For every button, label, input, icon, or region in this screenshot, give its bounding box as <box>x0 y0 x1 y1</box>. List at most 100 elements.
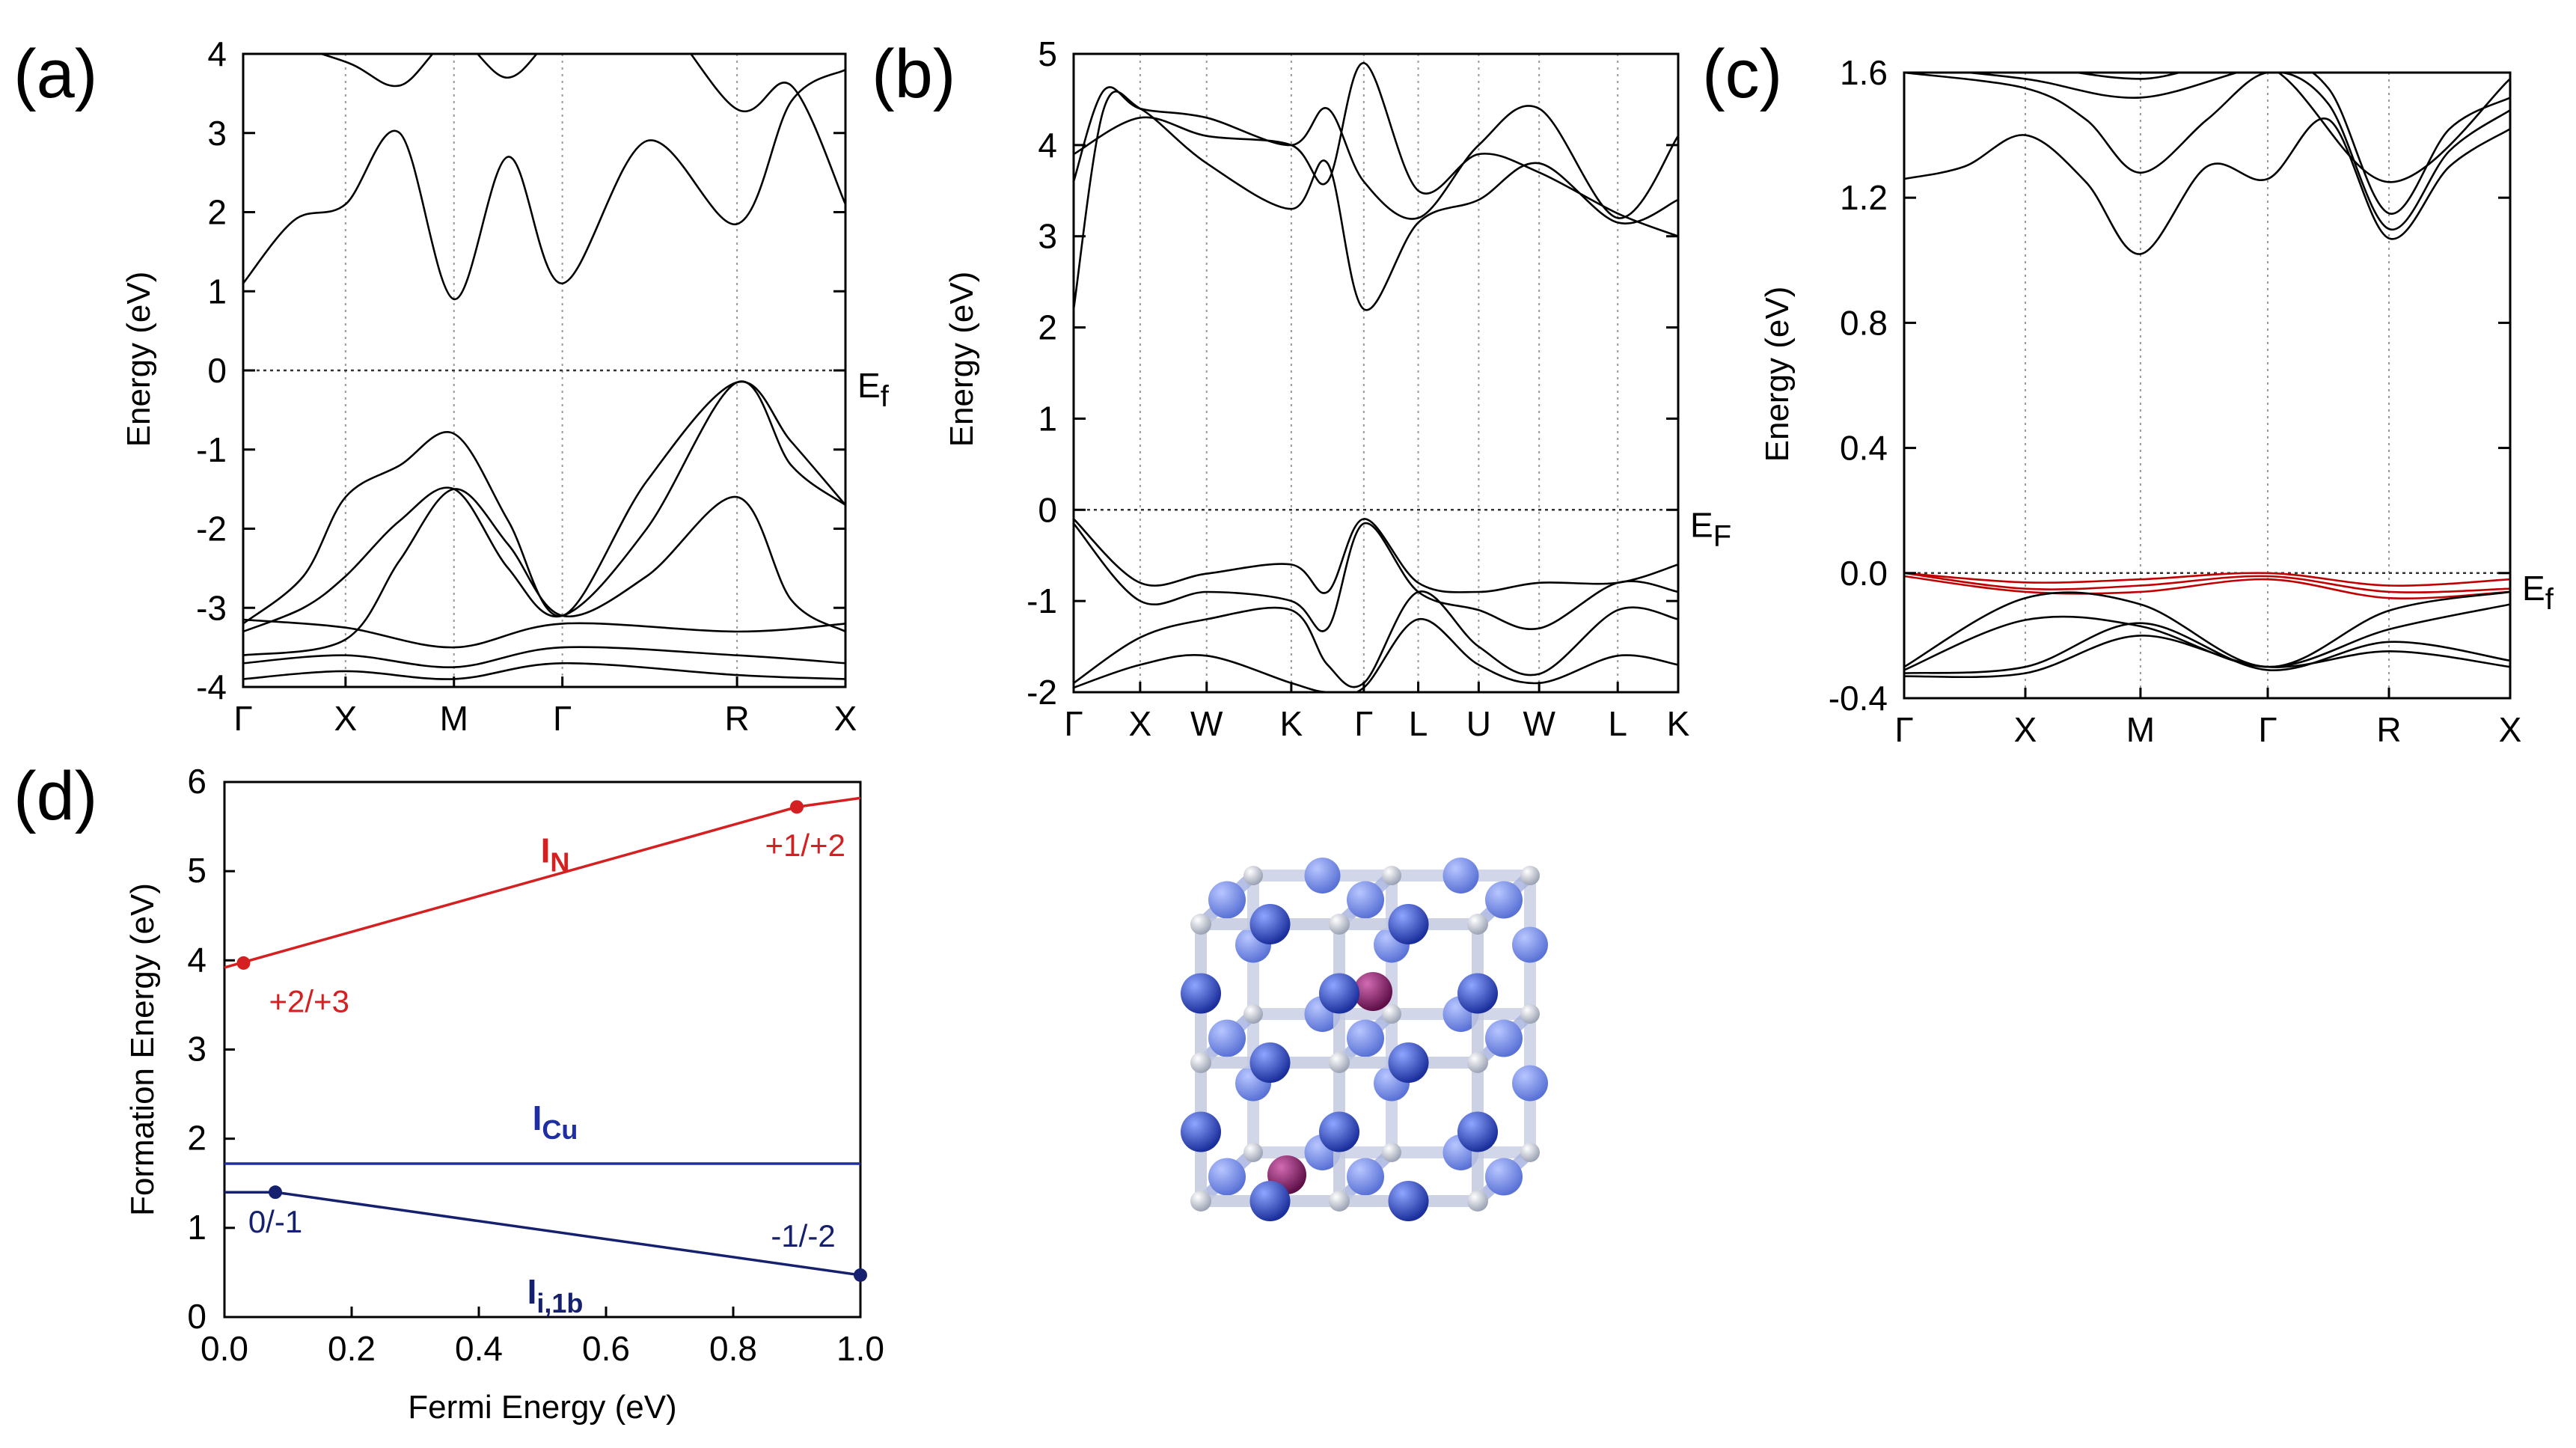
y-tick-label: 0.4 <box>1840 429 1888 468</box>
atom-host <box>1208 881 1246 919</box>
atom-light <box>1382 1143 1401 1162</box>
y-tick-label: 0.0 <box>1840 554 1888 593</box>
atom-host <box>1249 1042 1291 1083</box>
atom-host <box>1512 926 1548 963</box>
y-tick-label: 1 <box>187 1208 206 1247</box>
x-tick-label: 0.2 <box>328 1329 376 1368</box>
atom-host <box>1512 1065 1548 1102</box>
atom-host <box>1181 973 1221 1014</box>
atom-host <box>1347 881 1384 919</box>
transition-label: +2/+3 <box>269 983 349 1018</box>
x-tick-label: 0.8 <box>709 1329 757 1368</box>
band-line <box>1904 603 2510 671</box>
y-tick-label: 1 <box>1038 399 1057 438</box>
atom-host <box>1388 1181 1429 1221</box>
x-tick-label: 0.4 <box>455 1329 503 1368</box>
kpoint-label: Γ <box>1894 710 1913 749</box>
transition-point <box>236 956 251 970</box>
atom-light <box>1467 1191 1488 1212</box>
atom-host <box>1485 1158 1523 1196</box>
y-tick-label: -2 <box>1027 673 1057 712</box>
y-tick-label: 4 <box>207 34 227 73</box>
atom-light <box>1329 1052 1350 1073</box>
atom-host <box>1181 1111 1221 1152</box>
atom-host <box>1443 858 1479 893</box>
band-line <box>243 68 845 301</box>
band-line <box>1904 572 2510 587</box>
atom-light <box>1190 914 1211 935</box>
panel-label-b: (b) <box>872 36 955 112</box>
plot-frame <box>1903 71 2512 700</box>
kpoint-label: W <box>1523 704 1555 743</box>
y-tick-label: 0 <box>187 1297 206 1336</box>
atom-host <box>1347 1019 1384 1057</box>
y-tick-label: 3 <box>1038 217 1057 256</box>
fermi-label: EF <box>1690 505 1731 552</box>
atom-light <box>1520 1143 1540 1162</box>
transition-label: +1/+2 <box>765 828 845 863</box>
y-tick-label: 4 <box>1038 126 1057 165</box>
kpoint-label: X <box>834 699 857 738</box>
y-tick-label: -1 <box>1027 581 1057 620</box>
kpoint-label: M <box>2126 710 2155 749</box>
kpoint-label: X <box>2014 710 2037 749</box>
atom-host <box>1208 1158 1246 1196</box>
y-tick-label: -2 <box>196 510 227 549</box>
band-line <box>1074 61 1678 237</box>
y-axis-label: Energy (eV) <box>1759 287 1796 462</box>
kpoint-label: M <box>440 699 468 738</box>
band-structure-c: -0.4 0.0 0.4 0.8 1.2 1.6 Γ X M Γ R X Energy (eV) Ef <box>1759 53 2554 749</box>
kpoint-label: Γ <box>2258 710 2277 749</box>
y-axis-label: Formation Energy (eV) <box>124 883 161 1216</box>
atom-host <box>1304 858 1341 893</box>
kpoint-label: Γ <box>553 699 572 738</box>
y-tick-label: 0 <box>1038 490 1057 529</box>
y-tick-label: -3 <box>196 588 227 627</box>
band-line <box>1904 117 2510 255</box>
band-line <box>1074 618 1678 692</box>
y-tick-label: 4 <box>187 940 206 979</box>
band-line <box>1074 86 1678 220</box>
y-tick-label: 2 <box>1038 308 1057 347</box>
series-label: IN <box>541 831 570 877</box>
series-label: Ii,1b <box>527 1272 584 1319</box>
kpoint-label: U <box>1466 704 1491 743</box>
panel-label-c: (c) <box>1702 36 1782 112</box>
atom-light <box>1329 914 1350 935</box>
band-line <box>1904 635 2510 679</box>
band-line <box>243 618 845 649</box>
atom-light <box>1520 1004 1540 1024</box>
atom-host <box>1457 1111 1498 1152</box>
band-line <box>1904 590 2510 668</box>
band-line <box>1074 522 1678 632</box>
kpoint-label: X <box>2499 710 2522 749</box>
y-tick-label: 2 <box>187 1119 206 1158</box>
kpoint-label: Γ <box>1064 704 1083 743</box>
kpoint-label: R <box>724 699 749 738</box>
atom-host <box>1208 1019 1246 1057</box>
band-line <box>1904 575 2510 599</box>
band-line <box>243 662 845 680</box>
y-tick-label: 0 <box>207 351 227 390</box>
atom-host <box>1347 1158 1384 1196</box>
transition-point <box>790 800 804 814</box>
kpoint-label: K <box>1667 704 1690 743</box>
y-axis-label: Energy (eV) <box>120 272 157 447</box>
y-axis-label: Energy (eV) <box>943 272 980 447</box>
atom-host <box>1485 881 1523 919</box>
plot-frame <box>1072 52 1680 694</box>
band-line <box>243 646 845 668</box>
x-tick-label: 0.0 <box>201 1329 248 1368</box>
y-tick-label: 5 <box>187 851 206 890</box>
y-tick-label: -4 <box>196 668 227 706</box>
band-line <box>1074 90 1678 311</box>
x-axis-label: Fermi Energy (eV) <box>408 1389 676 1426</box>
atom-light <box>1243 866 1263 885</box>
band-line <box>243 488 845 656</box>
atom-light <box>1190 1052 1211 1073</box>
transition-point <box>854 1268 867 1282</box>
atom-host <box>1319 1111 1359 1152</box>
atom-light <box>1243 1004 1263 1024</box>
